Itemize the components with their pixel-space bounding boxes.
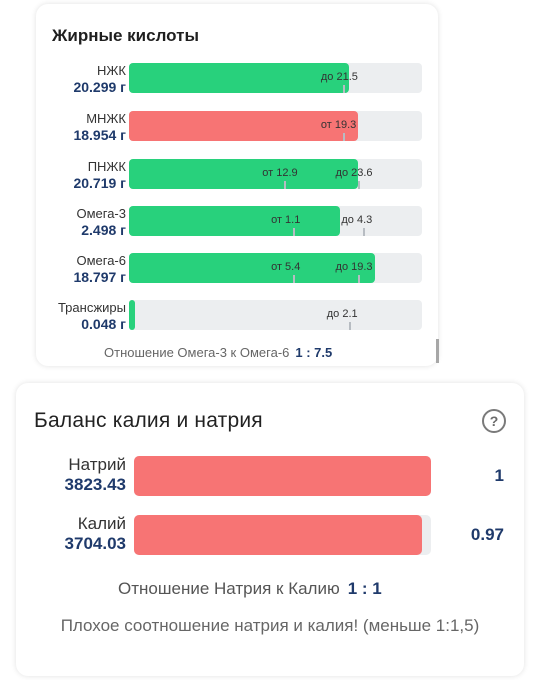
sodium-bar bbox=[134, 456, 431, 496]
potassium-bar-fill bbox=[134, 515, 423, 555]
range-tick bbox=[342, 85, 345, 93]
fatty-acid-value: 20.719 г bbox=[73, 175, 126, 191]
fatty-acid-row: Омега-6 18.797 г от 5.4 до 19.3 bbox=[36, 251, 438, 291]
sodium-potassium-ratio-value: 1 : 1 bbox=[347, 579, 382, 598]
fatty-acid-bar: до 2.1 bbox=[129, 300, 422, 330]
fatty-acid-bar: от 19.3 bbox=[129, 111, 422, 141]
range-note: от 19.3 bbox=[320, 119, 357, 131]
fatty-acid-bar: от 1.1 до 4.3 bbox=[129, 206, 422, 236]
fatty-acid-label: Трансжиры bbox=[57, 300, 126, 315]
range-tick bbox=[293, 275, 296, 283]
fatty-acid-row: Трансжиры 0.048 г до 2.1 bbox=[36, 298, 438, 338]
fatty-acid-label: НЖК bbox=[97, 63, 126, 78]
fatty-acid-row: МНЖК 18.954 г от 19.3 bbox=[36, 109, 438, 149]
range-tick bbox=[363, 228, 366, 236]
fatty-acid-bar-fill bbox=[129, 111, 358, 141]
range-note: до 23.6 bbox=[335, 167, 373, 179]
fatty-acid-bar: от 12.9 до 23.6 bbox=[129, 159, 422, 189]
range-note: до 4.3 bbox=[341, 214, 373, 226]
fatty-acid-bar-fill bbox=[129, 300, 135, 330]
sodium-potassium-title: Баланс калия и натрия bbox=[34, 409, 263, 432]
range-tick bbox=[357, 275, 360, 283]
divider bbox=[436, 339, 439, 363]
sodium-row: Натрий 3823.43 1 bbox=[16, 456, 524, 516]
range-note: от 12.9 bbox=[262, 167, 298, 179]
fatty-acid-row: Омега-3 2.498 г от 1.1 до 4.3 bbox=[36, 204, 438, 244]
range-note: до 21.5 bbox=[320, 71, 358, 83]
fatty-acid-value: 18.954 г bbox=[73, 127, 126, 143]
omega-ratio-value: 1 : 7.5 bbox=[295, 345, 333, 360]
fatty-acid-value: 18.797 г bbox=[73, 269, 126, 285]
range-tick bbox=[293, 228, 296, 236]
fatty-acid-label: Омега-6 bbox=[76, 253, 126, 268]
fatty-acid-label: Омега-3 bbox=[76, 206, 126, 221]
fatty-acid-bar-fill bbox=[129, 159, 358, 189]
fatty-acid-bar: от 5.4 до 19.3 bbox=[129, 253, 422, 283]
fatty-acid-row: НЖК 20.299 г до 21.5 bbox=[36, 61, 438, 101]
sodium-potassium-ratio-label: Отношение Натрия к Калию bbox=[118, 579, 340, 598]
fatty-acid-bar-fill bbox=[129, 63, 349, 93]
potassium-value: 3704.03 bbox=[64, 534, 126, 553]
fatty-acid-bar: до 21.5 bbox=[129, 63, 422, 93]
fatty-acids-title: Жирные кислоты bbox=[52, 26, 199, 45]
potassium-row: Калий 3704.03 0.97 bbox=[16, 515, 524, 575]
potassium-label: Калий bbox=[77, 514, 126, 533]
potassium-bar bbox=[134, 515, 431, 555]
range-note: до 2.1 bbox=[326, 308, 358, 320]
sodium-value: 3823.43 bbox=[64, 475, 126, 494]
range-note: до 19.3 bbox=[335, 261, 373, 273]
sodium-bar-fill bbox=[134, 456, 431, 496]
fatty-acid-label: ПНЖК bbox=[87, 159, 126, 174]
fatty-acid-value: 2.498 г bbox=[81, 222, 126, 238]
range-tick bbox=[284, 181, 287, 189]
fatty-acid-label: МНЖК bbox=[86, 111, 126, 126]
question-circle-icon[interactable]: ? bbox=[482, 409, 506, 433]
range-tick bbox=[348, 322, 351, 330]
range-tick bbox=[342, 133, 345, 141]
sodium-ratio: 1 bbox=[494, 466, 504, 485]
sodium-label: Натрий bbox=[68, 455, 126, 474]
omega-ratio: Отношение Омега-3 к Омега-6 1 : 7.5 bbox=[104, 345, 332, 360]
range-tick bbox=[357, 181, 360, 189]
fatty-acid-row: ПНЖК 20.719 г от 12.9 до 23.6 bbox=[36, 157, 438, 197]
fatty-acid-bar-fill bbox=[129, 253, 376, 283]
fatty-acid-value: 0.048 г bbox=[81, 316, 126, 332]
range-note: от 1.1 bbox=[271, 214, 301, 226]
fatty-acids-card: Жирные кислоты НЖК 20.299 г до 21.5 МНЖК… bbox=[36, 4, 439, 366]
potassium-ratio: 0.97 bbox=[470, 525, 504, 544]
warning-text: Плохое соотношение натрия и калия! (мень… bbox=[60, 616, 480, 635]
sodium-potassium-ratio: Отношение Натрия к Калию 1 : 1 bbox=[118, 579, 382, 599]
range-note: от 5.4 bbox=[271, 261, 301, 273]
sodium-potassium-card: Баланс калия и натрия ? Натрий 3823.43 1… bbox=[16, 383, 524, 676]
fatty-acid-bar-fill bbox=[129, 206, 340, 236]
omega-ratio-label: Отношение Омега-3 к Омега-6 bbox=[104, 345, 290, 360]
fatty-acid-value: 20.299 г bbox=[73, 79, 126, 95]
